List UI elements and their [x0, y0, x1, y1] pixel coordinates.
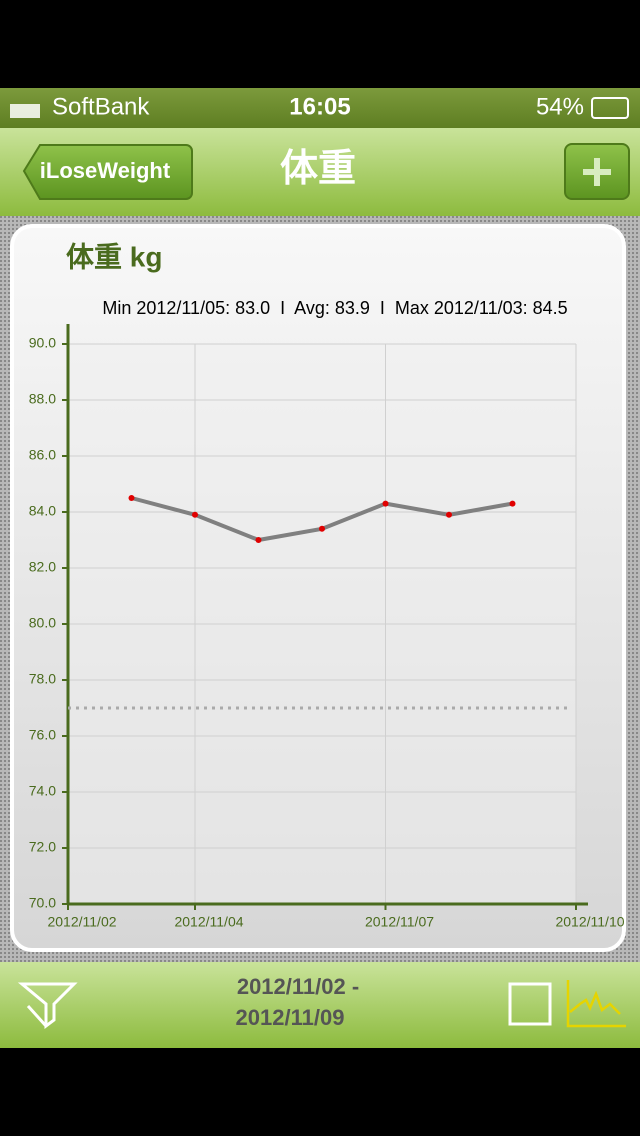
y-tick-label: 78.0 — [29, 671, 56, 687]
data-point — [446, 511, 452, 518]
data-point — [509, 500, 516, 507]
signal-icon — [10, 104, 40, 118]
y-tick-label: 80.0 — [29, 615, 56, 631]
battery-icon — [591, 97, 629, 119]
y-tick-label: 88.0 — [29, 391, 56, 407]
data-point — [319, 525, 325, 532]
plot: 70.0 72.0 74.0 76.0 78.0 80.0 82.0 84.0 86.0 88.0… — [29, 324, 625, 930]
toolbar — [0, 962, 640, 1048]
y-tick-label: 86.0 — [29, 447, 56, 463]
carrier: SoftBank — [52, 93, 150, 120]
data-point — [192, 511, 198, 518]
chart-button[interactable] — [566, 980, 626, 1028]
data-point — [128, 495, 135, 501]
chart-title: 体重 kg — [66, 241, 162, 272]
list-button[interactable] — [508, 982, 552, 1026]
nav-title: 体重 — [280, 148, 356, 190]
filter-button[interactable] — [17, 982, 78, 1029]
data-point — [382, 500, 389, 507]
back-button-label[interactable]: iLoseWeight — [40, 158, 171, 183]
x-tick-label: 2012/11/02 — [47, 914, 116, 930]
x-tick-label: 2012/11/07 — [365, 914, 434, 930]
x-tick-label: 2012/11/10 — [555, 914, 624, 930]
y-tick-label: 70.0 — [29, 895, 56, 911]
battery-percent: 54% — [536, 93, 584, 120]
clock: 16:05 — [289, 93, 350, 120]
range-end: 2012/11/09 — [236, 1005, 345, 1030]
y-tick-label: 76.0 — [29, 727, 56, 743]
data-point — [255, 537, 262, 543]
add-icon — [583, 158, 611, 186]
y-tick-label: 82.0 — [29, 559, 56, 575]
chart-summary: Min 2012/11/05: 83.0 I Avg: 83.9 I Max 2… — [102, 298, 567, 318]
y-tick-label: 84.0 — [29, 503, 56, 519]
y-tick-label: 90.0 — [29, 335, 56, 351]
x-tick-label: 2012/11/04 — [174, 914, 243, 930]
y-tick-label: 74.0 — [29, 783, 56, 799]
y-tick-label: 72.0 — [29, 839, 56, 855]
status-bar — [0, 88, 640, 128]
range-start: 2012/11/02 - — [237, 974, 359, 999]
back-button[interactable] — [22, 144, 193, 200]
